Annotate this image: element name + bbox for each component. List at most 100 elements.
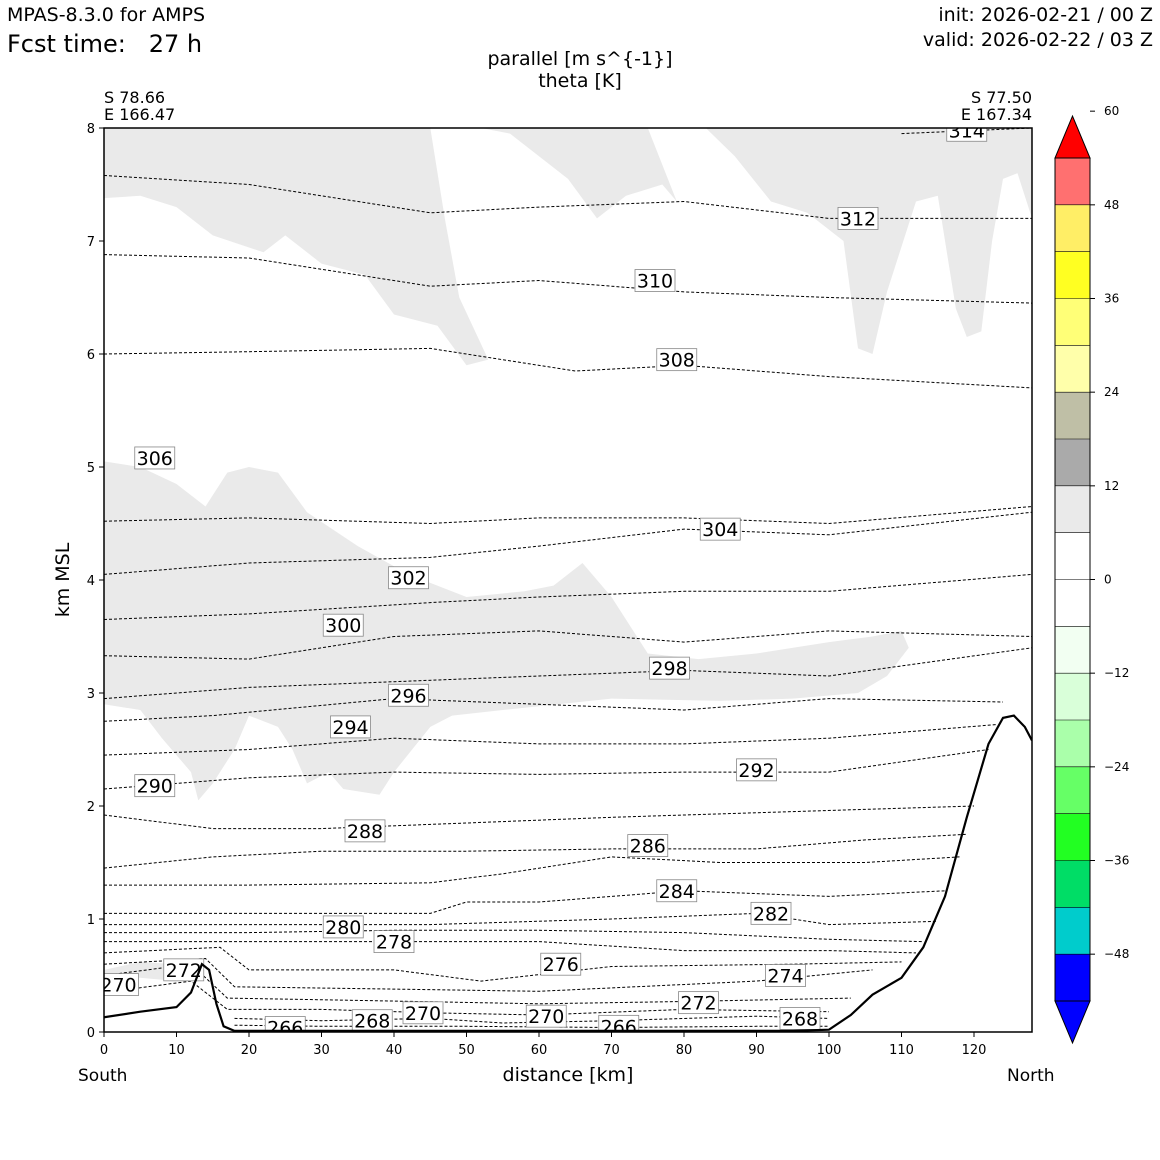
theta-label-box — [134, 774, 176, 798]
colorbar-band-8 — [1055, 579, 1090, 627]
theta-label-290-0: 290 — [134, 774, 176, 798]
theta-contour-290 — [104, 805, 975, 830]
theta-contour-276 — [104, 946, 902, 982]
theta-label-box — [388, 683, 429, 707]
x-tick-label-40: 40 — [386, 1043, 403, 1058]
theta-label-310-0: 310 — [634, 269, 676, 293]
theta-label-314-0: 314 — [946, 128, 988, 142]
theta-label-304-0: 304 — [699, 517, 741, 541]
plot-area: 266 266 268 268 270 270 270 272 272 274 276 278 280 2… — [100, 128, 1032, 1038]
colorbar-band-13 — [1055, 345, 1090, 393]
theta-label-text: 270 — [405, 1003, 441, 1025]
theta-label-288-0: 288 — [344, 819, 386, 843]
theta-label-box — [134, 446, 176, 470]
theta-label-box — [699, 517, 741, 541]
theta-label-text: 286 — [630, 836, 666, 858]
colorbar-band-14 — [1055, 298, 1090, 346]
forecast-time-label: Fcst time: — [7, 30, 126, 58]
theta-label-box — [373, 930, 415, 953]
x-tick-label-20: 20 — [241, 1043, 258, 1058]
y-tick-label-0: 0 — [87, 1026, 95, 1041]
theta-contour-274 — [104, 957, 873, 992]
theta-label-308-0: 308 — [656, 348, 698, 372]
theta-label-box — [656, 879, 698, 903]
theta-label-268-0: 268 — [351, 1009, 393, 1033]
theta-label-text: 282 — [753, 903, 789, 925]
y-tick-label-2: 2 — [87, 800, 95, 815]
x-tick-label-30: 30 — [313, 1043, 330, 1058]
theta-label-298-0: 298 — [649, 656, 690, 680]
shaded-wind-region-2 — [705, 128, 1032, 354]
theta-label-text: 288 — [347, 821, 383, 843]
colorbar-band-17 — [1055, 158, 1090, 205]
theta-label-box — [264, 1016, 306, 1032]
theta-contour-300 — [104, 630, 1032, 660]
theta-label-text: 278 — [376, 932, 412, 954]
theta-label-box — [540, 952, 582, 976]
colorbar-tick-label-9: −48 — [1104, 947, 1129, 961]
theta-label-274-0: 274 — [765, 964, 806, 988]
theta-label-282-0: 282 — [750, 901, 792, 925]
theta-label-270-0: 270 — [100, 973, 139, 997]
theta-label-278-0: 278 — [373, 930, 415, 954]
theta-label-276-0: 276 — [540, 952, 582, 976]
theta-label-text: 268 — [782, 1008, 818, 1030]
theta-label-box — [678, 991, 719, 1015]
theta-label-280-0: 280 — [322, 915, 364, 939]
colorbar-band-12 — [1055, 392, 1090, 439]
model-title: MPAS-8.3.0 for AMPS — [7, 4, 206, 26]
colorbar-tick-label-3: 24 — [1104, 385, 1119, 399]
colorbar-band-15 — [1055, 251, 1090, 299]
theta-contour-268 — [234, 1015, 830, 1024]
shaded-wind-region-3 — [104, 461, 909, 801]
theta-label-266-0: 266 — [264, 1016, 306, 1032]
theta-contour-294 — [104, 724, 996, 756]
y-tick-label-4: 4 — [87, 574, 95, 589]
theta-label-302-0: 302 — [388, 566, 429, 590]
theta-label-text: 266 — [601, 1016, 637, 1038]
theta-label-text: 270 — [528, 1006, 564, 1028]
theta-label-292-0: 292 — [736, 758, 777, 782]
north-end-label: North — [1007, 1066, 1055, 1086]
theta-contour-288 — [104, 833, 967, 869]
chart-title-line-2: theta [K] — [538, 70, 622, 92]
theta-contour-278 — [104, 941, 917, 954]
x-tick-label-50: 50 — [458, 1043, 475, 1058]
colorbar-band-6 — [1055, 673, 1090, 720]
x-tick-label-100: 100 — [817, 1043, 842, 1058]
colorbar-over-triangle — [1054, 114, 1091, 159]
theta-label-text: 304 — [702, 519, 738, 541]
y-tick-label-7: 7 — [87, 235, 95, 250]
colorbar-band-10 — [1055, 485, 1090, 533]
theta-label-text: 268 — [354, 1011, 390, 1033]
theta-contour-280 — [104, 929, 924, 943]
x-tick-label-10: 10 — [168, 1043, 185, 1058]
theta-label-box — [344, 819, 386, 843]
theta-label-text: 294 — [332, 717, 368, 739]
theta-label-text: 284 — [659, 881, 695, 903]
init-time: init: 2026-02-21 / 00 Z — [938, 4, 1153, 26]
theta-label-text: 308 — [659, 350, 695, 372]
shaded-wind-region-1 — [481, 128, 677, 219]
theta-label-text: 306 — [137, 448, 173, 470]
theta-contour-286 — [104, 856, 960, 886]
colorbar-band-16 — [1055, 204, 1090, 252]
theta-label-box — [388, 566, 429, 590]
theta-label-text: 270 — [100, 975, 136, 997]
colorbar-band-4 — [1055, 766, 1090, 814]
theta-label-text: 298 — [651, 658, 687, 680]
x-tick-label-90: 90 — [748, 1043, 765, 1058]
theta-contour-296 — [104, 698, 1004, 722]
y-tick-label-6: 6 — [87, 348, 95, 363]
colorbar-band-11 — [1055, 439, 1090, 486]
theta-contour-312 — [104, 175, 1032, 219]
theta-label-270-2: 270 — [525, 1004, 567, 1028]
shaded-wind-region-0 — [104, 128, 489, 366]
theta-contour-266 — [234, 1024, 829, 1029]
colorbar-band-2 — [1055, 860, 1090, 908]
theta-contour-282 — [104, 912, 938, 926]
chart-title-line-1: parallel [m s^{-1}] — [487, 48, 673, 70]
theta-label-270-1: 270 — [402, 1001, 444, 1025]
y-tick-label-5: 5 — [87, 461, 95, 476]
theta-label-text: 290 — [137, 776, 173, 798]
